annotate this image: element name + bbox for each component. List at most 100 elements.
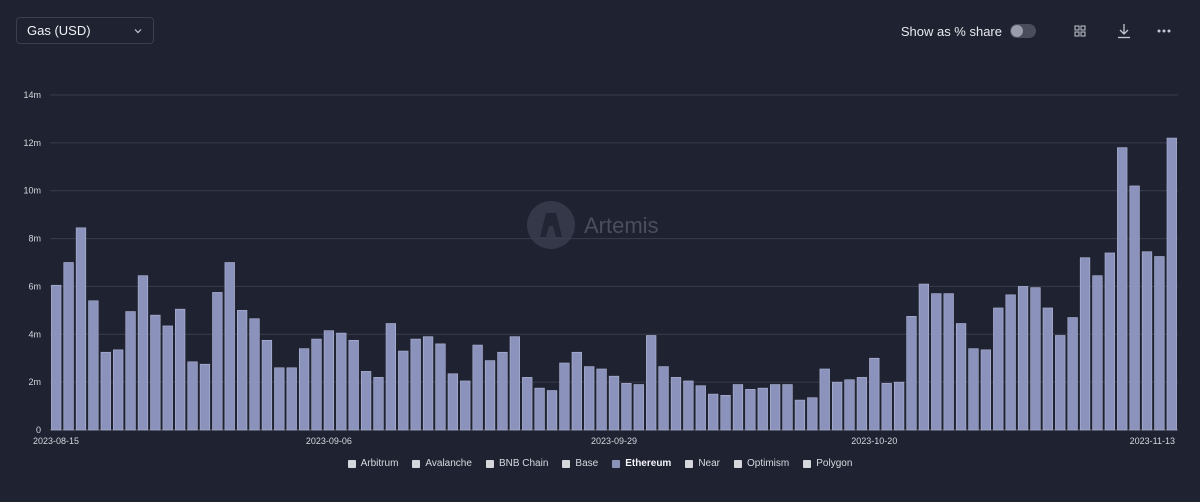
bar[interactable] (869, 357, 880, 431)
bar[interactable] (422, 336, 434, 431)
bar[interactable] (88, 300, 99, 431)
bar[interactable] (534, 387, 545, 431)
bar[interactable] (918, 283, 930, 431)
bar[interactable] (906, 316, 917, 431)
legend-item[interactable]: BNB Chain (485, 458, 548, 469)
bar[interactable] (980, 349, 992, 431)
bar[interactable] (175, 308, 186, 431)
bar[interactable] (522, 377, 533, 431)
bar[interactable] (1092, 275, 1103, 431)
bar[interactable] (757, 387, 768, 431)
bar[interactable] (968, 348, 979, 431)
bar[interactable] (360, 371, 372, 431)
bar[interactable] (596, 368, 607, 431)
grid-view-icon[interactable] (1072, 23, 1088, 39)
legend-item[interactable]: Avalanche (412, 458, 472, 469)
bar[interactable] (237, 310, 248, 431)
bar[interactable] (770, 384, 781, 431)
bar[interactable] (63, 262, 74, 431)
bar[interactable] (571, 351, 582, 431)
bar[interactable] (373, 377, 384, 431)
bar[interactable] (1042, 307, 1053, 431)
bar[interactable] (794, 399, 806, 431)
bar[interactable] (1055, 335, 1066, 431)
bar[interactable] (125, 311, 136, 431)
legend-item[interactable]: Arbitrum (347, 458, 398, 469)
bar[interactable] (162, 325, 173, 431)
bar[interactable] (1104, 252, 1115, 431)
bar[interactable] (1079, 257, 1091, 431)
bar[interactable] (1067, 317, 1078, 431)
bar[interactable] (831, 381, 843, 431)
bar[interactable] (298, 348, 310, 431)
bar[interactable] (584, 366, 595, 431)
bar[interactable] (460, 380, 471, 431)
bar[interactable] (955, 323, 967, 431)
bar[interactable] (546, 390, 558, 431)
bar[interactable] (472, 344, 483, 431)
bar[interactable] (893, 381, 905, 431)
bar[interactable] (100, 351, 111, 431)
bar[interactable] (993, 307, 1004, 431)
bar[interactable] (732, 384, 744, 431)
bar[interactable] (683, 380, 694, 431)
metric-dropdown[interactable]: Gas (USD) (16, 17, 154, 44)
bar[interactable] (150, 314, 161, 431)
bar[interactable] (51, 284, 62, 431)
bar[interactable] (509, 336, 520, 431)
bar[interactable] (249, 318, 260, 431)
bar[interactable] (559, 362, 570, 431)
bar[interactable] (819, 368, 830, 431)
bar[interactable] (856, 377, 868, 431)
bar[interactable] (844, 379, 855, 431)
bar[interactable] (658, 366, 669, 431)
bar[interactable] (1154, 256, 1165, 431)
bar[interactable] (1166, 137, 1177, 431)
bar[interactable] (336, 332, 347, 431)
bar[interactable] (224, 262, 235, 431)
bar[interactable] (695, 385, 706, 431)
legend-item[interactable]: Ethereum (612, 458, 671, 469)
bar[interactable] (807, 397, 818, 431)
bar[interactable] (1030, 287, 1041, 431)
bar[interactable] (75, 227, 87, 431)
bar[interactable] (113, 349, 124, 431)
bar[interactable] (881, 383, 892, 431)
bar[interactable] (274, 367, 285, 431)
bar[interactable] (1141, 251, 1153, 431)
bar[interactable] (708, 393, 719, 431)
bar[interactable] (782, 384, 793, 431)
bar[interactable] (212, 292, 223, 431)
bar[interactable] (311, 338, 322, 431)
bar[interactable] (1117, 147, 1128, 431)
bar[interactable] (398, 350, 409, 431)
legend-item[interactable]: Near (685, 458, 720, 469)
bar[interactable] (187, 361, 198, 431)
bar[interactable] (943, 293, 954, 431)
bar[interactable] (720, 394, 731, 431)
bar[interactable] (261, 339, 273, 431)
bar[interactable] (447, 373, 458, 431)
bar[interactable] (385, 323, 397, 431)
bar[interactable] (348, 339, 359, 431)
bar[interactable] (621, 383, 632, 431)
bar[interactable] (745, 389, 756, 431)
bar[interactable] (497, 351, 508, 431)
bar[interactable] (633, 384, 644, 431)
bar[interactable] (608, 375, 620, 431)
bar[interactable] (1017, 286, 1029, 431)
download-icon[interactable] (1116, 23, 1132, 39)
bar[interactable] (435, 343, 446, 431)
bar[interactable] (484, 360, 496, 431)
bar[interactable] (410, 338, 421, 431)
bar[interactable] (137, 275, 149, 431)
legend-item[interactable]: Polygon (803, 458, 852, 469)
legend-item[interactable]: Base (562, 458, 598, 469)
bar[interactable] (931, 293, 942, 431)
bar[interactable] (199, 363, 211, 431)
bar[interactable] (1129, 185, 1140, 431)
bar[interactable] (646, 335, 657, 431)
share-toggle[interactable] (1010, 24, 1036, 38)
bar[interactable] (323, 330, 335, 431)
bar[interactable] (1005, 294, 1016, 431)
